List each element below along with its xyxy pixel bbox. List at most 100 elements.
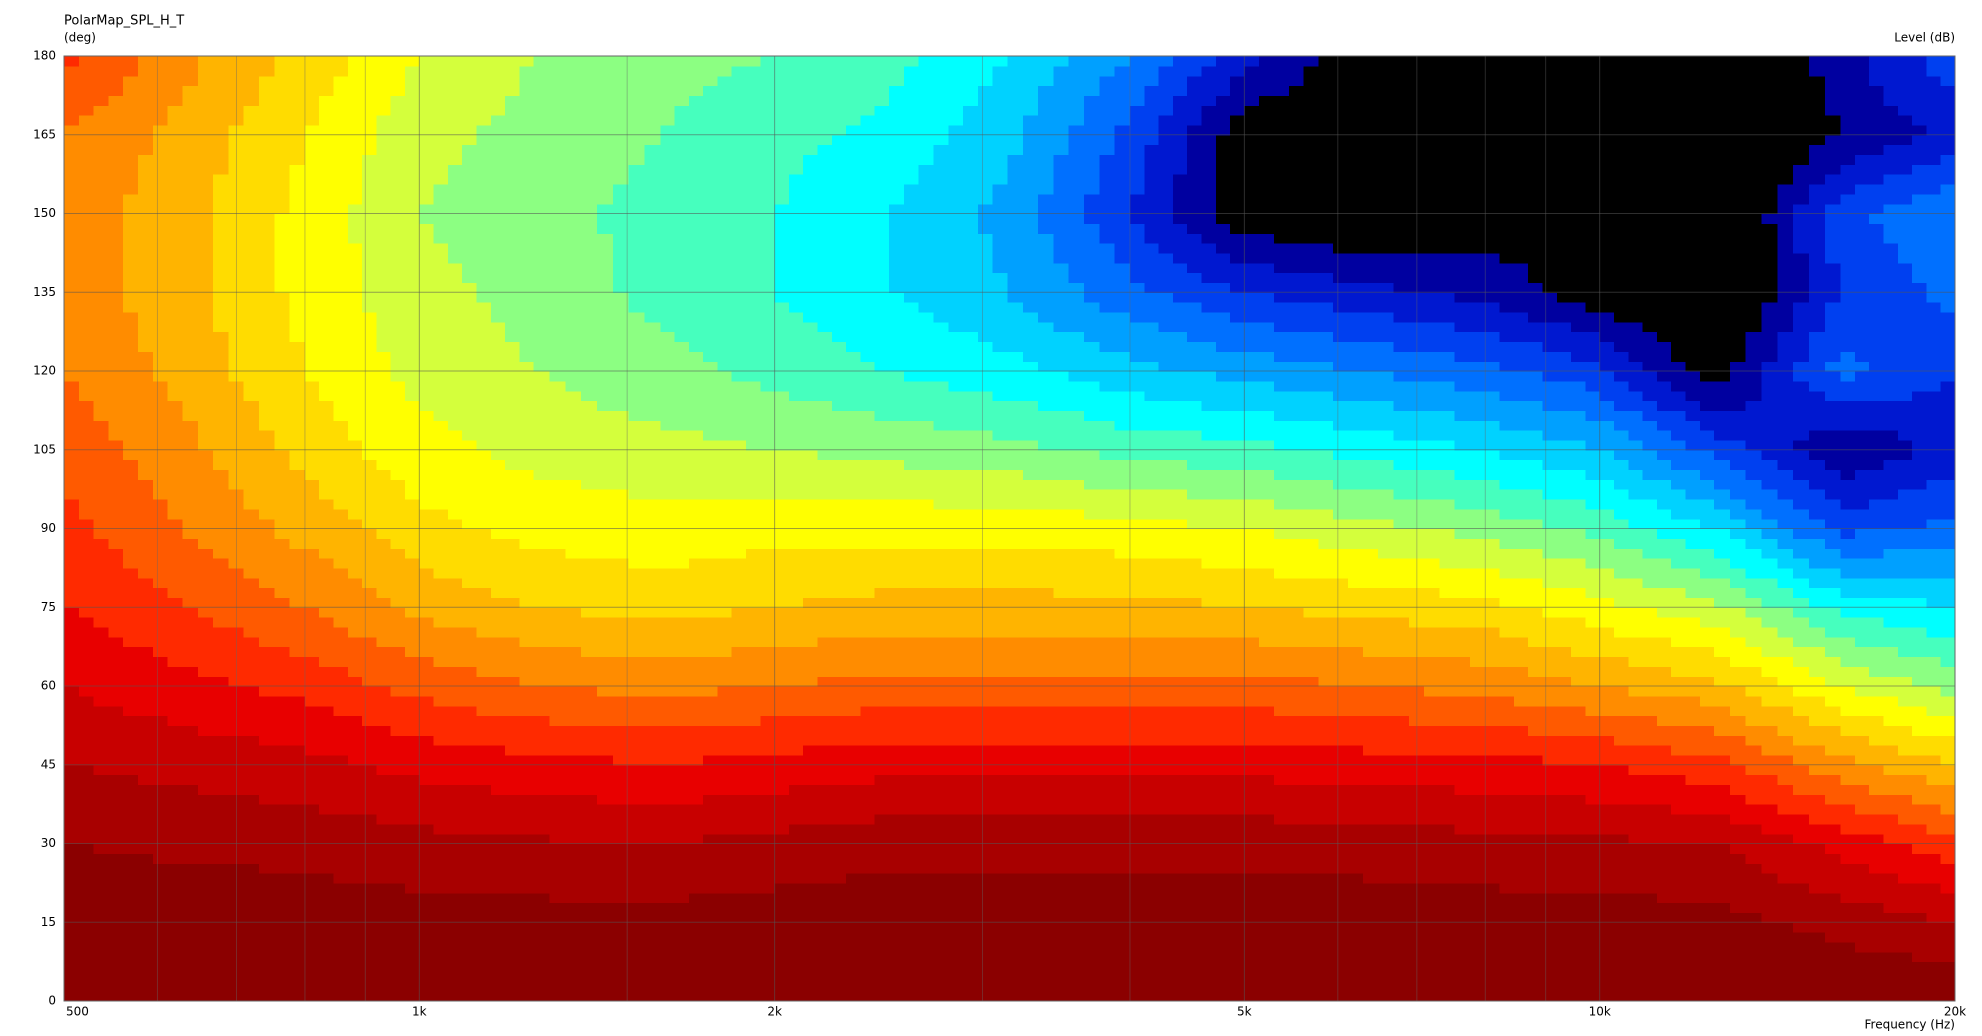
contour-cell	[123, 784, 139, 795]
contour-cell	[1869, 882, 1885, 894]
contour-cell	[362, 902, 378, 914]
contour-cell	[259, 922, 275, 933]
contour-cell	[746, 843, 761, 854]
contour-cell	[1840, 941, 1856, 953]
contour-cell	[1273, 666, 1290, 677]
contour-cell	[581, 912, 598, 923]
contour-cell	[1485, 804, 1501, 815]
contour-cell	[846, 754, 862, 766]
contour-cell	[505, 981, 521, 992]
contour-cell	[1556, 833, 1572, 845]
contour-cell	[433, 912, 449, 923]
contour-cell	[581, 617, 598, 628]
contour-cell	[123, 932, 139, 943]
contour-cell	[1022, 981, 1039, 992]
contour-cell	[1793, 902, 1810, 914]
contour-cell	[1007, 813, 1024, 825]
contour-cell	[1439, 676, 1456, 687]
contour-cell	[1714, 705, 1731, 717]
contour-cell	[152, 764, 169, 776]
contour-cell	[860, 636, 876, 648]
contour-cell	[1940, 961, 1956, 973]
contour-cell	[1840, 902, 1856, 914]
contour-cell	[1840, 804, 1856, 815]
contour-cell	[846, 922, 862, 933]
contour-cell	[376, 626, 392, 638]
contour-cell	[1599, 725, 1615, 736]
contour-cell	[1303, 695, 1320, 707]
contour-cell	[1129, 882, 1145, 894]
contour-cell	[1378, 686, 1395, 697]
contour-cell	[1007, 784, 1024, 795]
contour-cell	[1244, 863, 1260, 874]
contour-cell	[774, 676, 790, 687]
contour-cell	[462, 981, 478, 992]
contour-cell	[64, 882, 80, 894]
contour-cell	[1685, 991, 1701, 1002]
contour-cell	[1259, 617, 1275, 628]
contour-cell	[1333, 981, 1349, 992]
contour-cell	[433, 715, 449, 726]
contour-cell	[1333, 656, 1349, 667]
contour-cell	[1201, 813, 1217, 825]
contour-cell	[549, 774, 566, 786]
contour-cell	[860, 764, 876, 776]
contour-cell	[519, 636, 535, 648]
contour-cell	[376, 902, 392, 914]
contour-cell	[1288, 607, 1305, 618]
contour-cell	[333, 981, 349, 992]
contour-cell	[1528, 636, 1544, 648]
contour-cell	[549, 784, 566, 795]
contour-cell	[717, 705, 733, 717]
contour-cell	[903, 626, 920, 638]
contour-cell	[259, 902, 275, 914]
contour-cell	[992, 705, 1009, 717]
contour-cell	[731, 735, 747, 746]
contour-cell	[447, 695, 463, 707]
contour-cell	[963, 843, 979, 854]
contour-cell	[167, 922, 184, 933]
contour-cell	[1333, 715, 1349, 726]
contour-cell	[1303, 873, 1320, 884]
contour-cell	[319, 912, 335, 923]
contour-cell	[731, 774, 747, 786]
contour-cell	[1259, 607, 1275, 618]
contour-cell	[846, 695, 862, 707]
contour-cell	[918, 941, 935, 953]
contour-cell	[628, 823, 646, 835]
contour-cell	[1114, 656, 1131, 667]
contour-cell	[1685, 745, 1701, 756]
contour-cell	[977, 636, 994, 648]
contour-cell	[1022, 823, 1039, 835]
contour-cell	[1007, 626, 1024, 638]
contour-cell	[948, 961, 964, 973]
contour-cell	[1393, 902, 1410, 914]
contour-cell	[1469, 764, 1486, 776]
contour-cell	[1215, 725, 1231, 736]
contour-cell	[817, 784, 833, 795]
contour-cell	[289, 833, 306, 845]
contour-cell	[1808, 813, 1826, 825]
contour-cell	[817, 932, 833, 943]
contour-cell	[490, 882, 506, 894]
contour-cell	[462, 971, 478, 982]
contour-cell	[123, 636, 139, 648]
contour-cell	[519, 695, 535, 707]
contour-cell	[803, 833, 819, 845]
contour-cell	[1571, 991, 1586, 1002]
contour-cell	[289, 971, 306, 982]
contour-cell	[1333, 813, 1349, 825]
contour-cell	[746, 715, 761, 726]
contour-cell	[1656, 656, 1672, 667]
contour-cell	[612, 784, 630, 795]
contour-cell	[1439, 626, 1456, 638]
contour-cell	[1793, 725, 1810, 736]
contour-cell	[1656, 705, 1672, 717]
contour-cell	[788, 873, 804, 884]
contour-cell	[703, 981, 719, 992]
contour-cell	[803, 725, 819, 736]
contour-cell	[1729, 912, 1747, 923]
contour-cell	[1201, 636, 1217, 648]
contour-cell	[644, 991, 661, 1002]
contour-cell	[628, 754, 646, 766]
